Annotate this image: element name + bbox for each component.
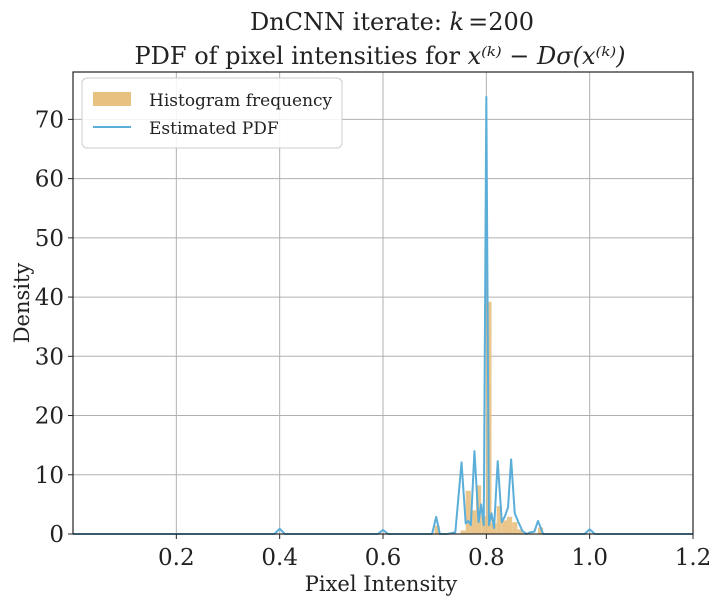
histogram-bar [507,516,513,534]
x-tick-label: 0.2 [158,545,195,571]
histogram-bar [501,520,507,534]
histogram-bar [434,525,440,534]
y-tick-label: 60 [35,167,64,193]
histogram-bar [512,522,518,534]
y-tick-label: 50 [35,226,64,252]
x-tick-label: 1.0 [571,545,608,571]
histogram-bar [517,529,523,534]
legend: Histogram frequency Estimated PDF [81,77,343,149]
x-tick-label: 1.2 [675,545,712,571]
histogram-bar [465,490,471,534]
histogram-bar [460,530,466,534]
x-axis-ticks: 0.2 0.4 0.6 0.8 1.0 1.2 [158,534,711,571]
y-tick-label: 30 [35,344,64,370]
y-tick-label: 10 [35,463,64,489]
y-axis-ticks: 0 10 20 30 40 50 60 70 [35,107,73,548]
legend-label-histogram: Histogram frequency [149,91,333,111]
legend-label-pdf: Estimated PDF [149,119,279,139]
y-axis-label: Density [10,263,34,344]
histogram-bar [538,527,544,534]
chart-title-line1: DnCNN iterate: k =200 [250,8,534,36]
legend-box [81,77,343,149]
x-tick-label: 0.4 [261,545,298,571]
histogram-bar [470,510,476,534]
chart-title-line2: PDF of pixel intensities for x⁽ᵏ⁾ − Dσ(x… [135,42,626,70]
y-tick-label: 20 [35,404,64,430]
y-tick-label: 70 [35,107,64,133]
x-axis-label: Pixel Intensity [305,572,458,596]
legend-swatch-histogram [93,92,131,106]
x-tick-label: 0.8 [468,545,505,571]
x-tick-label: 0.6 [365,545,402,571]
y-tick-label: 0 [49,522,64,548]
histogram-bar [496,506,502,534]
y-tick-label: 40 [35,285,64,311]
